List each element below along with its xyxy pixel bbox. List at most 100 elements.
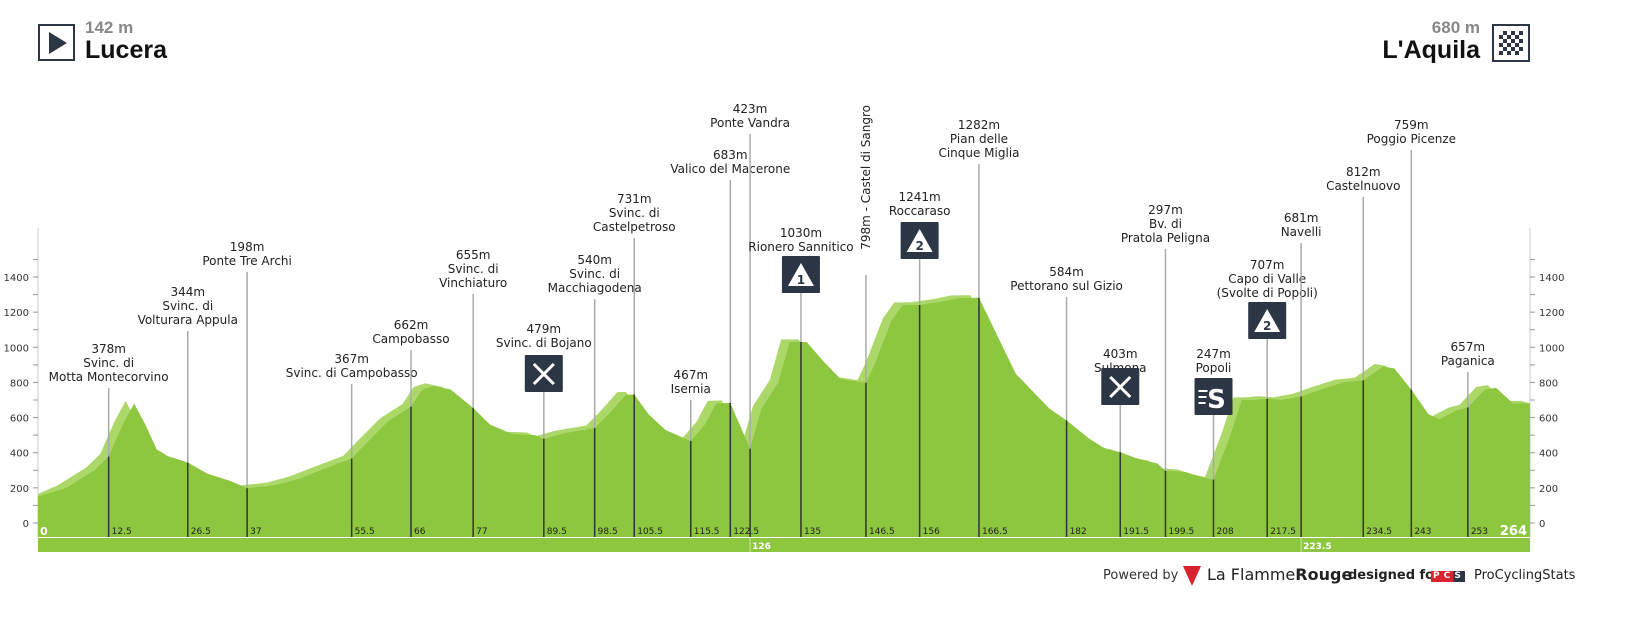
kom-cat-1-icon: 1 [781,256,820,293]
km-label: 89.5 [547,527,567,537]
y-tick-label: 1000 [4,343,29,354]
km-label: 253 [1471,527,1488,537]
waypoint-label: Svinc. di [162,299,213,313]
cutlery-shape [1109,375,1132,399]
waypoint-label: Castelnuovo [1326,179,1400,193]
waypoint-label: 247m [1196,347,1231,361]
km-label-lower: 126 [752,542,771,552]
waypoint-label: Poggio Picenze [1367,132,1456,146]
km-label: 26.5 [191,527,211,537]
speed-lines [1198,390,1208,404]
km-label: 191.5 [1123,527,1149,537]
km-label: 77 [476,527,487,537]
waypoint-label: 198m [230,240,265,254]
waypoint-label: Pratola Peligna [1121,231,1210,245]
waypoint-label: 759m [1394,118,1429,132]
waypoint-label: Ponte Vandra [710,116,790,130]
y-tick-label: 0 [23,519,29,530]
waypoint-marker: 798m - Castel di Sangro [859,105,873,537]
waypoint-label: 1241m [899,190,941,204]
km-label: 37 [250,527,261,537]
km-label: 105.5 [637,527,663,537]
distance-band [38,538,1530,552]
start-altitude: 142 m [85,18,134,37]
procyclingstats-link[interactable]: ProCyclingStats [1474,568,1576,583]
waypoint-label: Motta Montecorvino [49,370,169,384]
la-flamme-rouge-logo[interactable]: La FlammeRouge [1207,565,1352,584]
cutlery-shape [532,362,555,386]
km-label: 264 [1500,524,1527,539]
km-label: 182 [1070,527,1087,537]
waypoint-label: Pettorano sul Gizio [1010,279,1123,293]
waypoint-label: Bv. di [1149,217,1182,231]
waypoint-label: 707m [1250,258,1285,272]
waypoint-label: Capo di Valle [1228,272,1306,286]
waypoint-label: Paganica [1441,354,1495,368]
feed-zone-icon [1101,368,1140,405]
km-label: 217.5 [1270,527,1296,537]
waypoint-label: 731m [617,192,652,206]
climb-category: 1 [797,273,805,287]
waypoint-label: 367m [334,352,369,366]
mountain-triangle [1254,309,1281,332]
waypoint-label: Ponte Tre Archi [202,254,292,268]
y-tick-label: 0 [1539,519,1545,530]
waypoint-label: Valico del Macerone [670,162,790,176]
km-label: 115.5 [694,527,720,537]
km-label: 156 [923,527,940,537]
y-tick-label: 1000 [1539,343,1564,354]
waypoint-label: 344m [170,285,205,299]
km-label: 12.5 [112,527,132,537]
brand-part: La Flamme [1207,565,1296,584]
brand-part: Rouge [1295,565,1353,584]
waypoint-label: Navelli [1281,225,1322,239]
y-tick-label: 400 [1539,449,1558,460]
km-label: 199.5 [1168,527,1194,537]
waypoint-label: 662m [394,318,429,332]
waypoint-label: Campobasso [372,332,449,346]
waypoint-label: Cinque Miglia [938,146,1019,160]
waypoint-label: 540m [577,253,612,267]
y-tick-label: 400 [10,449,29,460]
waypoint-label: Macchiagodena [548,281,642,295]
waypoint-label: Svinc. di [83,356,134,370]
y-tick-label: 200 [10,484,29,495]
waypoint-label: Pian delle [950,132,1008,146]
km-label: 243 [1414,527,1431,537]
km-label: 55.5 [355,527,375,537]
designed-for-label: designed for [1348,568,1441,583]
sprint-letter: S [1207,385,1226,415]
waypoint-label: 812m [1346,165,1381,179]
la-flamme-rouge-logo-icon [1183,566,1201,586]
sprint-icon: S [1194,378,1233,415]
waypoint-label: Svinc. di Campobasso [286,366,418,380]
waypoint-label: 423m [733,102,768,116]
waypoint-label: 297m [1148,203,1183,217]
feed-zone-icon [524,355,563,392]
waypoint-label: Svinc. di [609,206,660,220]
waypoint-label: Isernia [671,382,711,396]
waypoint-label: Rionero Sannitico [748,240,853,254]
icon-bg [1194,378,1233,415]
km-label: 122.5 [733,527,759,537]
waypoint-label: 657m [1451,340,1486,354]
pcs-logo-icon: PCS [1431,571,1465,582]
waypoint-label: Svinc. di [448,262,499,276]
y-tick-label: 1200 [4,308,29,319]
waypoint-label: 378m [91,342,126,356]
